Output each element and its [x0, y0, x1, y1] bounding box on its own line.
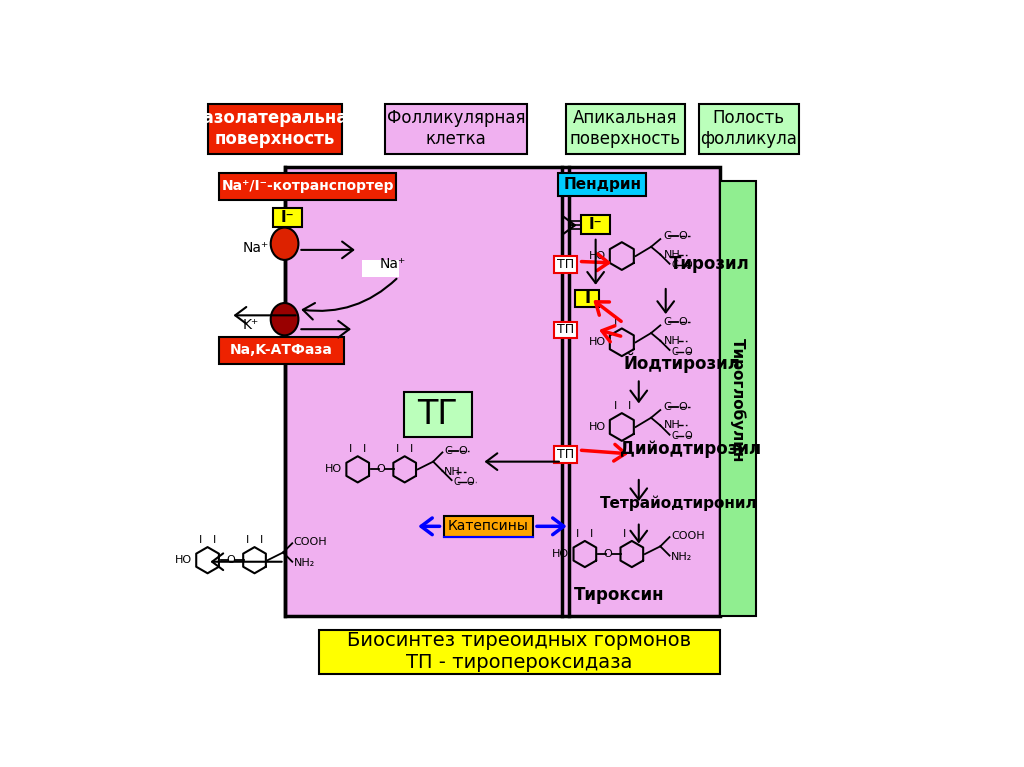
Bar — [698, 104, 799, 153]
Bar — [219, 173, 396, 200]
Text: HO: HO — [589, 422, 605, 432]
Text: NH₂: NH₂ — [294, 558, 315, 568]
Bar — [558, 173, 646, 196]
Text: K⁺: K⁺ — [243, 318, 258, 332]
Text: I: I — [396, 444, 399, 454]
Text: ТП: ТП — [557, 448, 574, 461]
Text: C: C — [664, 318, 671, 328]
Text: O: O — [377, 464, 385, 474]
Text: Апикальная
поверхность: Апикальная поверхность — [569, 109, 681, 148]
Bar — [273, 208, 302, 227]
Ellipse shape — [270, 303, 298, 335]
Text: I: I — [260, 535, 263, 545]
Text: I: I — [624, 529, 627, 539]
Text: NH: NH — [444, 467, 461, 477]
Text: Полость
фолликула: Полость фолликула — [700, 109, 798, 148]
Text: HO: HO — [589, 251, 605, 261]
Text: O: O — [684, 260, 692, 270]
Text: I: I — [213, 535, 216, 545]
Text: NH: NH — [664, 249, 680, 259]
Bar — [554, 321, 578, 338]
Bar — [385, 104, 527, 153]
Text: ТП: ТП — [557, 258, 574, 271]
Text: COOH: COOH — [294, 537, 328, 547]
Text: I: I — [349, 444, 352, 454]
Text: O: O — [684, 431, 692, 441]
Text: O: O — [603, 549, 612, 559]
Text: O: O — [459, 446, 467, 456]
Text: Na,K-АТФаза: Na,K-АТФаза — [230, 344, 333, 357]
Text: Базолатеральная
поверхность: Базолатеральная поверхность — [190, 109, 359, 148]
Text: Йодтирозил: Йодтирозил — [624, 353, 740, 374]
Text: Пендрин: Пендрин — [563, 177, 641, 192]
Text: Na⁺: Na⁺ — [243, 241, 268, 255]
Bar — [720, 180, 756, 616]
Text: Тироксин: Тироксин — [574, 586, 665, 604]
Bar — [208, 104, 342, 153]
Ellipse shape — [270, 228, 298, 260]
Bar — [554, 256, 578, 273]
Text: I: I — [628, 401, 631, 411]
Bar — [565, 104, 685, 153]
Bar — [574, 290, 599, 307]
Text: I: I — [614, 401, 617, 411]
Text: Тироглобулин: Тироглобулин — [730, 337, 745, 463]
Bar — [285, 166, 720, 616]
Text: I: I — [199, 535, 203, 545]
Text: I: I — [410, 444, 414, 454]
Text: HO: HO — [552, 549, 569, 559]
Text: I⁻: I⁻ — [281, 209, 295, 225]
Text: HO: HO — [175, 555, 193, 565]
Text: I: I — [590, 529, 594, 539]
Text: NH₂: NH₂ — [671, 552, 692, 562]
Text: Катепсины: Катепсины — [447, 519, 528, 533]
Text: C: C — [671, 431, 678, 441]
Text: Дийодтирозил: Дийодтирозил — [620, 440, 761, 458]
Text: Фолликулярная
клетка: Фолликулярная клетка — [387, 109, 525, 148]
Text: C: C — [671, 347, 678, 357]
Text: C: C — [664, 231, 671, 241]
Text: Na⁺/I⁻-котранспортер: Na⁺/I⁻-котранспортер — [221, 179, 394, 193]
Text: C: C — [671, 260, 678, 270]
Bar — [403, 393, 472, 437]
Text: I: I — [577, 529, 580, 539]
Text: I: I — [637, 529, 640, 539]
Text: Тетрайодтиронил: Тетрайодтиронил — [600, 495, 758, 511]
Text: Na⁺: Na⁺ — [380, 258, 407, 272]
Text: ТГ: ТГ — [418, 398, 458, 431]
Text: Тирозил: Тирозил — [670, 255, 750, 273]
Text: HO: HO — [589, 337, 605, 347]
Text: NH: NH — [664, 336, 680, 346]
Text: I: I — [364, 444, 367, 454]
Text: I: I — [584, 289, 590, 308]
Text: C: C — [444, 446, 452, 456]
Bar — [319, 630, 720, 674]
Bar — [361, 260, 398, 277]
Text: I: I — [246, 535, 249, 545]
Text: I: I — [614, 317, 617, 327]
Text: O: O — [679, 318, 687, 328]
Text: O: O — [679, 231, 687, 241]
Text: C: C — [664, 402, 671, 412]
Text: O: O — [226, 555, 236, 565]
Text: COOH: COOH — [671, 531, 705, 541]
Text: HO: HO — [326, 464, 342, 474]
Text: O: O — [466, 476, 474, 486]
Bar — [444, 515, 532, 537]
Text: Биосинтез тиреоидных гормонов
ТП - тиропероксидаза: Биосинтез тиреоидных гормонов ТП - тироп… — [347, 631, 691, 673]
Text: O: O — [684, 347, 692, 357]
Text: O: O — [679, 402, 687, 412]
Text: C: C — [454, 476, 460, 486]
Text: ТП: ТП — [557, 324, 574, 337]
Bar — [219, 337, 344, 364]
Text: I⁻: I⁻ — [589, 217, 602, 232]
Bar — [554, 446, 578, 463]
Text: NH: NH — [664, 420, 680, 430]
Bar — [581, 216, 610, 235]
